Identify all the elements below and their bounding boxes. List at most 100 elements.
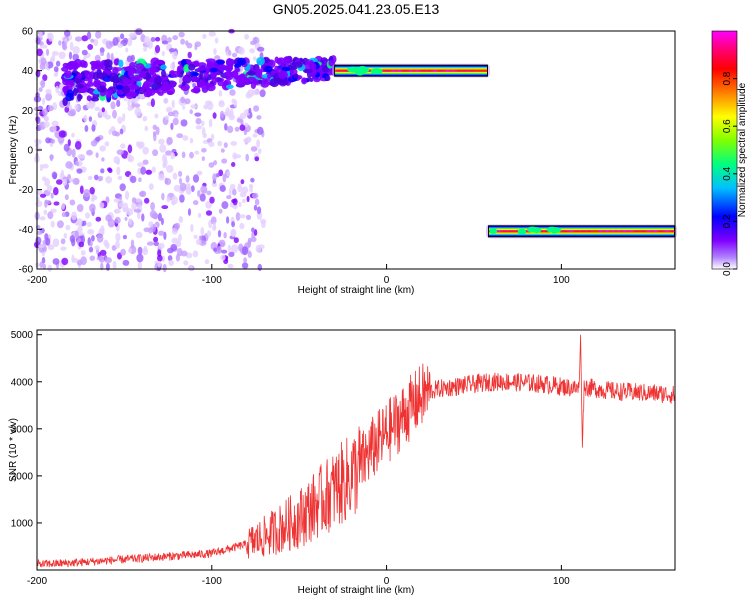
colorbar-gradient: [711, 30, 738, 270]
cluster-blob: [267, 73, 272, 79]
cluster-blob: [148, 67, 155, 76]
speckle-dot: [206, 190, 212, 196]
speckle-dot: [43, 121, 50, 128]
speckle-dot: [163, 98, 169, 104]
speckle-dot: [56, 179, 63, 185]
speckle-dot: [234, 154, 242, 159]
speckle-dot: [50, 192, 54, 199]
speckle-dot: [231, 244, 239, 254]
speckle-dot: [164, 178, 172, 185]
speckle-dot: [221, 158, 228, 164]
speckle-dot: [231, 162, 236, 167]
speckle-dot: [88, 116, 93, 122]
speckle-dot: [72, 46, 80, 55]
speckle-dot: [95, 152, 99, 158]
speckle-dot: [170, 152, 176, 160]
speckle-dot: [35, 116, 41, 125]
speckle-dot: [202, 33, 207, 39]
speckle-dot: [105, 263, 110, 271]
cluster-blob: [262, 77, 268, 85]
cluster-blob: [201, 81, 207, 87]
x-tick-label: 0: [384, 275, 390, 286]
speckle-dot: [45, 92, 52, 102]
speckle-dot: [67, 110, 75, 117]
speckle-dot: [100, 262, 104, 271]
speckle-dot: [179, 177, 182, 185]
speckle-dot: [87, 44, 94, 50]
speckle-dot: [148, 183, 154, 191]
speckle-dot: [89, 187, 95, 195]
speckle-dot: [75, 161, 80, 166]
speckle-dot: [50, 220, 55, 228]
speckle-dot: [42, 74, 48, 82]
cluster-blob: [127, 69, 133, 77]
speckle-dot: [175, 253, 180, 262]
speckle-dot: [225, 107, 230, 116]
speckle-dot: [91, 235, 95, 242]
speckle-dot: [142, 116, 148, 122]
cluster-blob: [236, 57, 247, 66]
speckle-dot: [42, 108, 48, 116]
speckle-dot: [47, 211, 54, 220]
speckle-dot: [150, 37, 156, 42]
emission-line: [485, 224, 677, 239]
speckle-dot: [175, 240, 182, 248]
cluster-blob: [90, 96, 100, 102]
speckle-dot: [172, 35, 179, 41]
cluster-blob: [107, 89, 114, 96]
speckle-dot: [53, 72, 58, 78]
colorbar-label: Normalized spectral amplitude: [737, 82, 748, 217]
speckle-dot: [37, 230, 43, 235]
speckle-dot: [208, 141, 215, 147]
cluster-blob: [188, 63, 196, 71]
cluster-blob: [256, 56, 265, 66]
x-tick-label: -200: [27, 576, 47, 587]
cluster-blob: [121, 85, 130, 94]
speckle-dot: [39, 216, 46, 221]
speckle-dot: [128, 248, 132, 254]
speckle-dot: [218, 101, 225, 108]
speckle-dot: [194, 44, 198, 51]
speckle-dot: [89, 203, 96, 213]
speckle-dot: [232, 198, 238, 206]
speckle-dot: [183, 260, 189, 266]
cluster-blob: [130, 84, 140, 91]
cluster-blob: [219, 63, 224, 72]
speckle-dot: [115, 232, 121, 242]
speckle-dot: [94, 245, 100, 250]
speckle-dot: [229, 89, 236, 96]
speckle-dot: [95, 30, 102, 39]
speckle-dot: [74, 141, 82, 150]
speckle-dot: [86, 221, 92, 228]
speckle-dot: [65, 224, 71, 231]
speckle-dot: [189, 137, 194, 144]
cluster-blob: [273, 72, 280, 82]
speckle-dot: [35, 224, 41, 230]
snr-panel: -200 -100 0 100 1000 2000 3000 4000 5000 Height…: [8, 329, 676, 596]
speckle-dot: [126, 55, 133, 63]
speckle-dot: [165, 106, 173, 113]
speckle-dot: [113, 156, 120, 164]
speckle-dot: [133, 208, 141, 213]
speckle-dot: [223, 232, 227, 239]
speckle-dot: [173, 184, 181, 192]
speckle-dot: [58, 130, 66, 138]
speckle-dot: [202, 132, 207, 139]
speckle-dot: [218, 208, 223, 214]
speckle-dot: [76, 218, 83, 227]
speckle-dot: [108, 168, 113, 174]
cluster-blob: [199, 70, 204, 79]
speckle-dot: [99, 47, 105, 54]
speckle-dot: [253, 229, 258, 236]
speckle-dot: [234, 126, 240, 132]
cluster-blob: [142, 82, 151, 88]
speckle-dot: [124, 216, 128, 221]
cluster-blob: [170, 70, 180, 78]
speckle-dot: [51, 51, 59, 56]
speckle-dot: [254, 156, 260, 162]
y-tick-label: 1000: [11, 518, 34, 529]
cluster-blob: [128, 92, 139, 98]
speckle-dot: [252, 56, 257, 61]
speckle-dot: [61, 202, 65, 210]
